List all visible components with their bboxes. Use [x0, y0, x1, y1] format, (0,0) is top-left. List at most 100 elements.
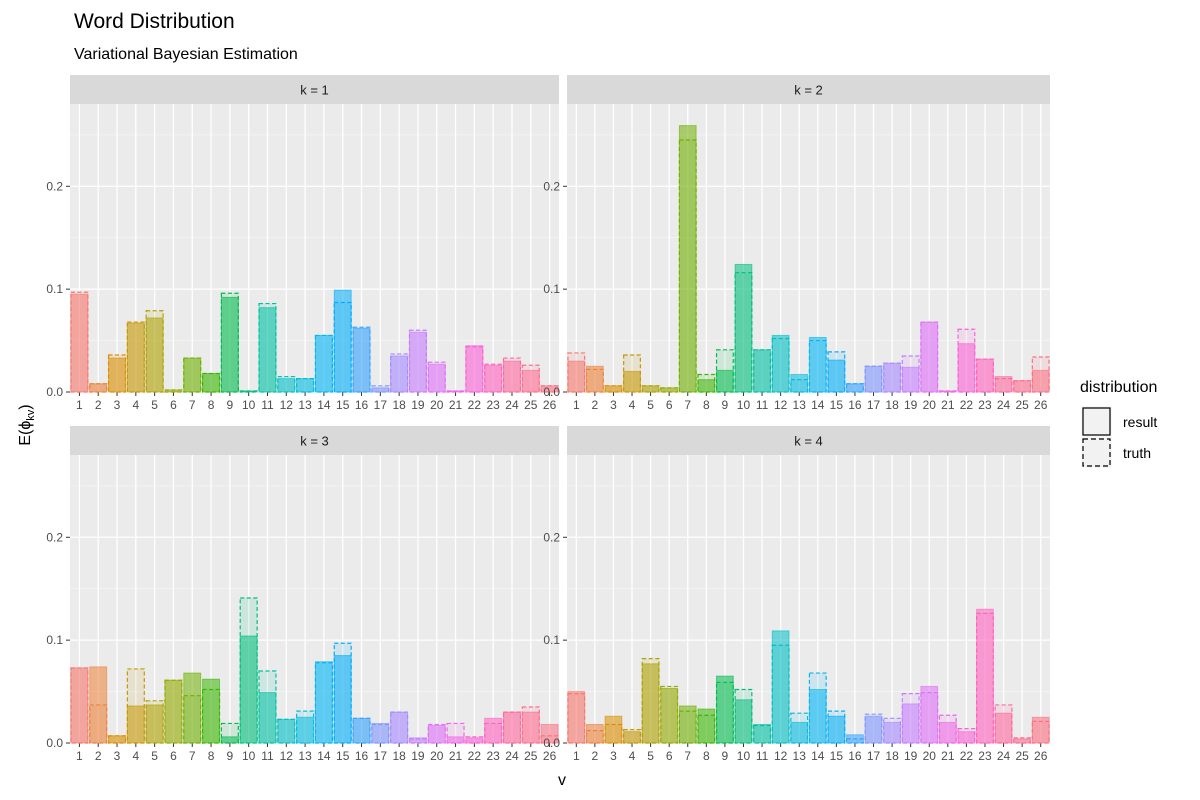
x-tick-label: 20 [923, 398, 937, 412]
x-tick-label: 19 [411, 398, 425, 412]
truth-bar [183, 695, 202, 744]
x-tick-label: 24 [505, 749, 519, 763]
truth-bar [145, 700, 164, 744]
x-tick-label: 11 [261, 398, 274, 412]
y-axis-label: E(ϕkv) [17, 404, 37, 445]
x-tick-label: 15 [830, 749, 844, 763]
facet-strip-label: k = 4 [794, 434, 823, 449]
x-tick-label: 25 [1015, 398, 1029, 412]
truth-bar [734, 688, 753, 744]
truth-bar [957, 727, 976, 744]
x-tick-label: 4 [629, 749, 636, 763]
x-tick-label: 9 [227, 749, 234, 763]
truth-bar [164, 679, 183, 744]
x-tick-label: 9 [722, 749, 729, 763]
x-tick-label: 10 [242, 398, 256, 412]
truth-bar [845, 738, 864, 744]
x-tick-label: 3 [610, 749, 617, 763]
x-tick-label: 12 [774, 749, 788, 763]
truth-bar [502, 711, 522, 744]
x-tick-label: 1 [573, 398, 580, 412]
x-tick-label: 17 [867, 749, 881, 763]
facet-panel: k = 40.00.10.21 2 3 4 5 6 7 8 9 10 11 12 13 14 15 16 17 1… [543, 426, 1050, 763]
truth-bar [484, 722, 503, 744]
x-tick-label: 18 [392, 398, 406, 412]
x-tick-label: 24 [997, 749, 1011, 763]
truth-bar [771, 644, 790, 744]
x-tick-label: 23 [486, 749, 500, 763]
truth-bar [427, 361, 446, 393]
truth-bar [790, 379, 809, 393]
y-tick-label: 0.0 [46, 385, 63, 399]
x-tick-label: 12 [280, 398, 294, 412]
truth-bar [641, 385, 660, 393]
truth-bar [623, 729, 641, 744]
x-tick-label: 8 [703, 398, 710, 412]
facet-strip [567, 75, 1050, 104]
truth-bar [258, 302, 277, 393]
y-tick-label: 0.0 [543, 736, 560, 750]
truth-bar [1013, 380, 1032, 393]
x-tick-label: 15 [336, 398, 350, 412]
truth-bar [540, 385, 559, 393]
y-axis-label-suffix: ) [17, 404, 34, 409]
y-tick-label: 0.0 [46, 736, 63, 750]
y-axis-label-subscript: kv [25, 409, 37, 421]
x-tick-label: 20 [430, 749, 444, 763]
truth-bar [371, 385, 390, 393]
truth-bar [465, 346, 484, 393]
truth-bar [920, 691, 939, 744]
x-tick-label: 2 [592, 398, 599, 412]
truth-bar [89, 704, 108, 744]
x-tick-label: 14 [811, 398, 825, 412]
truth-bar [371, 723, 390, 744]
x-tick-label: 9 [227, 398, 234, 412]
x-tick-label: 26 [1034, 398, 1048, 412]
x-tick-label: 11 [261, 749, 274, 763]
x-tick-label: 22 [960, 749, 974, 763]
legend-key [1080, 436, 1113, 469]
truth-bar [390, 711, 409, 744]
x-tick-label: 5 [647, 749, 654, 763]
truth-bar [201, 372, 221, 393]
y-axis-label-symbol: ϕ [17, 421, 34, 430]
truth-bar [408, 738, 428, 744]
x-tick-label: 7 [684, 749, 691, 763]
x-tick-label: 10 [737, 749, 751, 763]
x-tick-label: 23 [978, 398, 992, 412]
panel-background [70, 455, 559, 743]
truth-bar [1013, 737, 1032, 744]
truth-bar [957, 328, 976, 393]
facet-panel: k = 20.00.10.21 2 3 4 5 6 7 8 9 10 11 12 13 14 15 16 17 1… [543, 75, 1050, 412]
truth-bar [585, 730, 604, 744]
truth-bar [585, 368, 604, 393]
panel-background [567, 104, 1050, 392]
truth-bar [901, 693, 920, 744]
truth-bar [239, 597, 258, 744]
x-tick-label: 13 [298, 398, 312, 412]
truth-bar [296, 710, 315, 744]
y-tick-label: 0.0 [543, 385, 560, 399]
svg-text:E(ϕkv): E(ϕkv) [17, 404, 37, 445]
truth-bar [314, 334, 333, 393]
x-tick-label: 1 [573, 749, 580, 763]
result-bar [771, 630, 790, 744]
truth-bar [920, 321, 939, 393]
truth-bar [883, 362, 902, 393]
truth-bar [901, 355, 920, 393]
truth-bar [567, 693, 586, 744]
result-bar [390, 355, 409, 393]
x-tick-label: 17 [374, 749, 388, 763]
truth-bar [484, 363, 503, 393]
truth-bar [938, 390, 957, 393]
truth-bar [697, 714, 716, 744]
truth-bar [697, 373, 716, 393]
legend-title: distribution [1080, 379, 1157, 396]
x-tick-label: 4 [629, 398, 636, 412]
truth-bar [976, 612, 994, 744]
x-tick-label: 26 [543, 749, 557, 763]
truth-bar [994, 704, 1013, 744]
truth-bar [427, 723, 446, 744]
truth-bar [604, 723, 623, 744]
truth-bar [790, 712, 809, 744]
